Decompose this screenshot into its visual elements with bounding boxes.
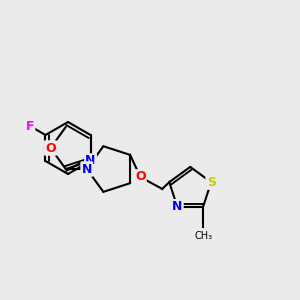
- Text: F: F: [26, 119, 34, 133]
- Text: S: S: [207, 176, 216, 189]
- Text: N: N: [172, 200, 182, 213]
- Text: O: O: [45, 142, 56, 154]
- Text: O: O: [135, 170, 146, 183]
- Text: N: N: [85, 154, 96, 167]
- Text: CH₃: CH₃: [194, 231, 212, 241]
- Text: N: N: [82, 163, 92, 176]
